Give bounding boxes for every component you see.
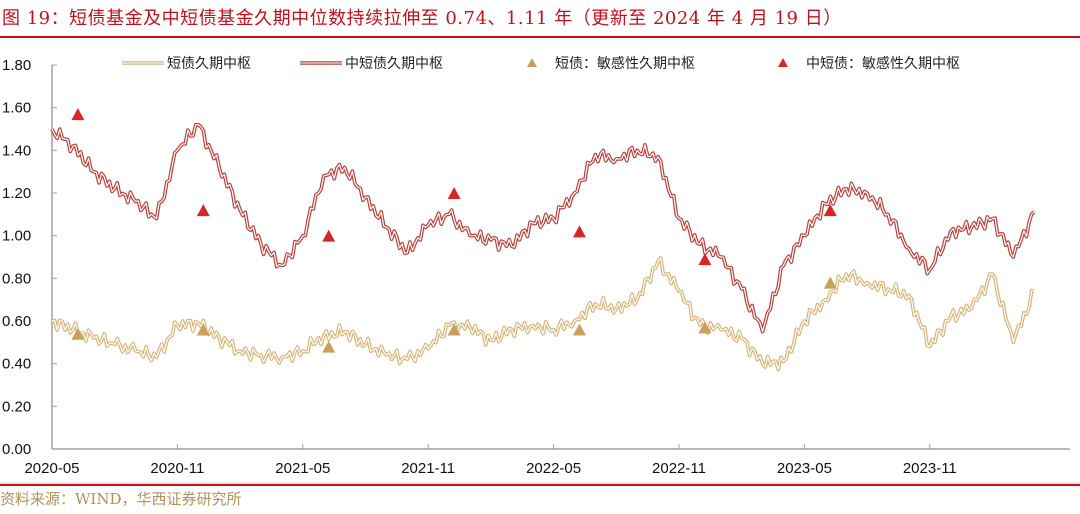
y-tick-label: 1.60 (2, 100, 31, 117)
mid-short-bond-sensitivity-marker (71, 108, 85, 121)
chart-lines (50, 122, 1036, 372)
legend-label: 短债：敏感性久期中枢 (555, 55, 695, 72)
x-tick-label: 2022-11 (652, 460, 706, 477)
footer-divider-light (0, 482, 1080, 484)
mid-short-bond-sensitivity-marker (196, 204, 210, 217)
mid-short-bond-sensitivity-marker (322, 229, 336, 242)
short-bond-sensitivity-marker (196, 323, 210, 336)
legend-label: 短债久期中枢 (167, 56, 251, 72)
mid-short-bond-sensitivity-marker (698, 253, 712, 266)
x-tick-label: 2023-11 (903, 460, 957, 477)
chart-axes: 0.00 0.20 0.40 0.60 0.80 1.00 1.20 1.40 1.60 1.80… (2, 57, 1070, 477)
legend-label: 中短债：敏感性久期中枢 (806, 55, 960, 72)
mid-short-bond-duration-line (50, 122, 1036, 334)
legend-triangle-swatch (527, 58, 537, 67)
chart-markers (71, 108, 837, 353)
legend-label: 中短债久期中枢 (345, 56, 443, 72)
mid-short-bond-sensitivity-marker (573, 225, 586, 238)
y-tick-label: 0.40 (2, 356, 31, 373)
x-tick-label: 2021-11 (401, 460, 455, 477)
line-chart: 短债久期中枢 中短债久期中枢 短债：敏感性久期中枢 中短债：敏感性久期中枢 0.000… (2, 55, 1070, 477)
title-divider (0, 36, 1080, 38)
short-bond-sensitivity-marker (322, 340, 336, 353)
x-tick-label: 2020-05 (24, 460, 79, 477)
source-note: 资料来源：WIND，华西证券研究所 (0, 490, 242, 508)
chart-legend: 短债久期中枢 中短债久期中枢 短债：敏感性久期中枢 中短债：敏感性久期中枢 (122, 55, 960, 72)
mid-short-bond-sensitivity-marker (823, 204, 837, 217)
x-tick-label: 2021-05 (275, 460, 330, 477)
short-bond-sensitivity-marker (573, 323, 586, 336)
y-tick-label: 1.40 (2, 142, 31, 159)
y-tick-label: 1.00 (2, 228, 31, 245)
short-bond-sensitivity-marker (447, 323, 461, 336)
short-bond-sensitivity-marker (71, 327, 85, 340)
y-tick-label: 0.60 (2, 313, 31, 330)
x-tick-label: 2023-05 (777, 460, 832, 477)
x-tick-label: 2022-05 (526, 460, 581, 477)
footer-divider (0, 484, 1080, 486)
y-tick-label: 0.00 (2, 441, 31, 458)
short-bond-sensitivity-marker (698, 321, 712, 334)
chart-title: 图 19：短债基金及中短债基金久期中位数持续拉伸至 0.74、1.11 年（更新… (2, 8, 842, 29)
y-tick-label: 1.20 (2, 185, 31, 202)
short-bond-duration-line (51, 256, 1035, 372)
y-tick-label: 0.80 (2, 270, 31, 287)
short-bond-sensitivity-marker (823, 276, 837, 289)
legend-triangle-swatch (778, 58, 788, 67)
mid-short-bond-sensitivity-marker (447, 187, 461, 199)
x-tick-label: 2020-11 (150, 460, 204, 477)
y-tick-label: 1.80 (2, 57, 31, 74)
y-tick-label: 0.20 (2, 398, 31, 415)
